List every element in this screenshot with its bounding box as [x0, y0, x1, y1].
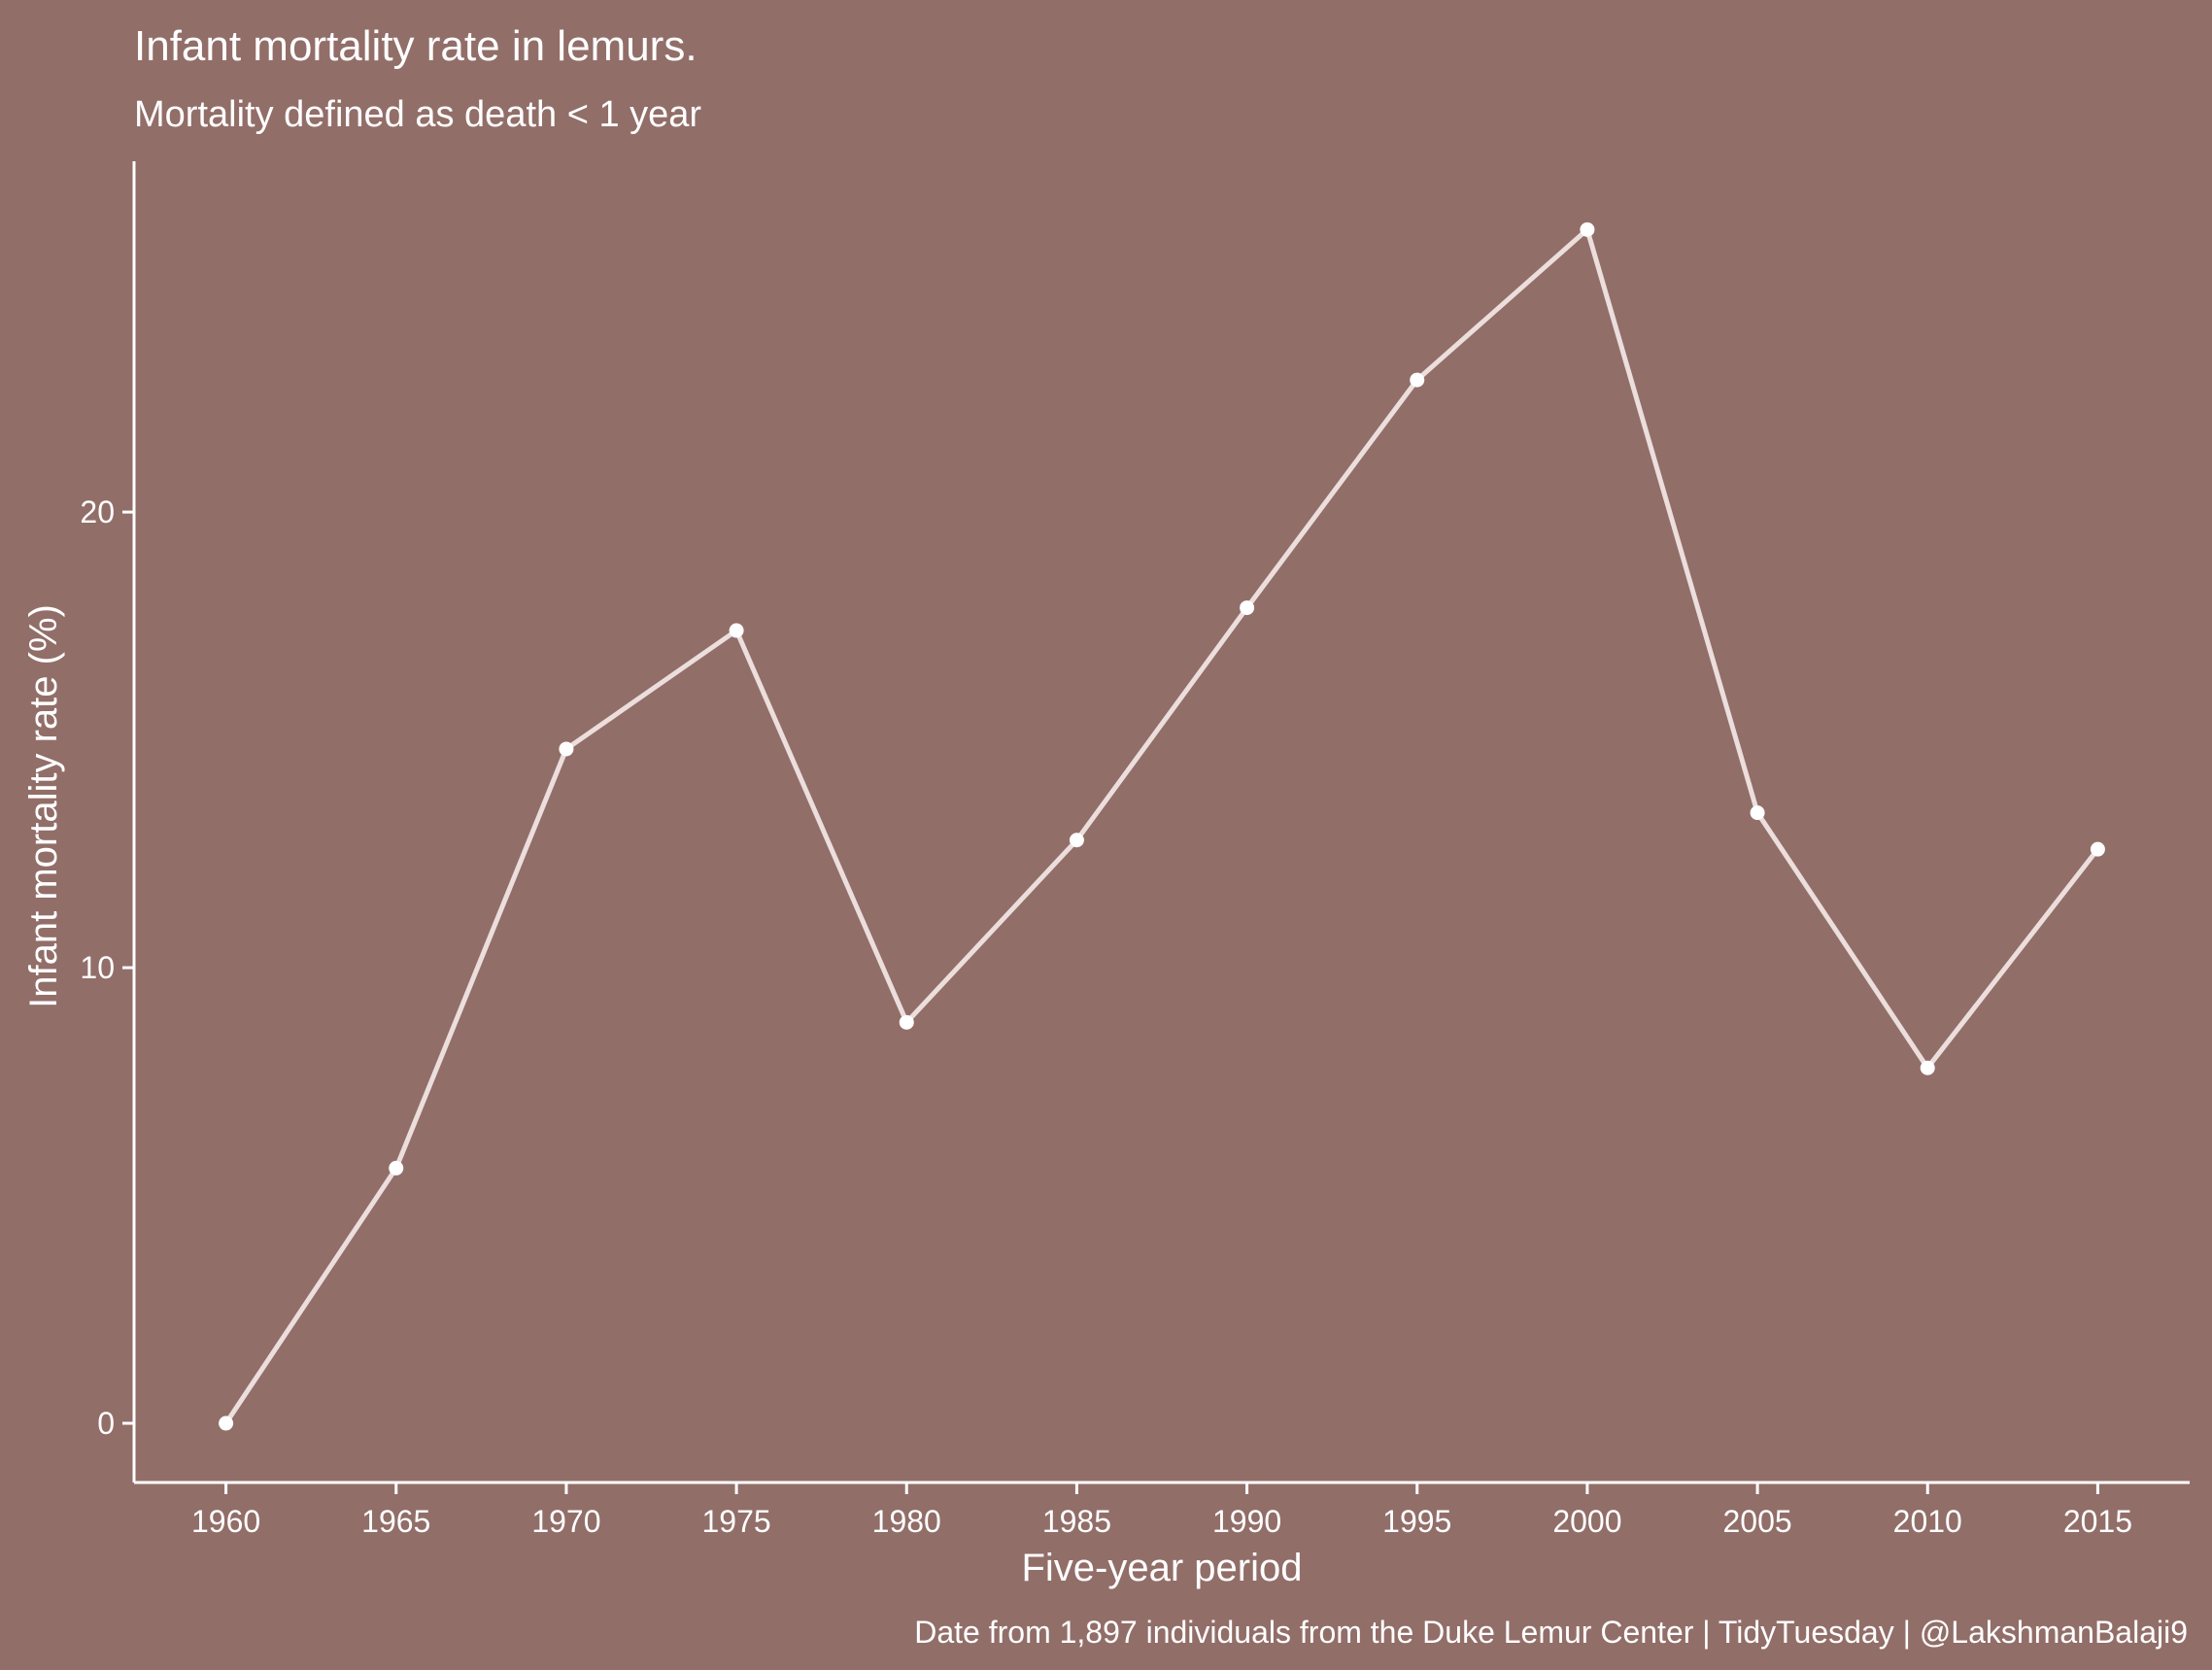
chart-title: Infant mortality rate in lemurs.: [134, 22, 698, 70]
x-tick-label: 2005: [1722, 1504, 1791, 1539]
data-point: [2090, 841, 2105, 857]
data-point: [1240, 600, 1255, 616]
series-line-path: [223, 226, 2100, 1426]
x-tick-label: 1965: [361, 1504, 430, 1539]
data-point: [389, 1160, 404, 1176]
y-axis-label: Infant mortality rate (%): [22, 604, 65, 1008]
data-point: [1410, 372, 1425, 388]
y-axis-ticks: 0 10 20: [80, 494, 134, 1441]
data-point: [1580, 222, 1595, 237]
data-point: [559, 741, 574, 757]
data-point: [1920, 1060, 1935, 1075]
data-point: [729, 623, 744, 638]
series-line: [223, 226, 2100, 1426]
axes: [132, 161, 2190, 1484]
x-tick-label: 2015: [2063, 1504, 2132, 1539]
x-axis-label: Five-year period: [1021, 1547, 1302, 1589]
x-tick-label: 1975: [701, 1504, 770, 1539]
x-tick-label: 1995: [1382, 1504, 1451, 1539]
data-point: [899, 1014, 914, 1030]
x-tick-label: 1960: [191, 1504, 260, 1539]
data-points: [219, 222, 2105, 1431]
x-tick-label: 1970: [531, 1504, 600, 1539]
data-point: [219, 1415, 234, 1431]
data-point: [1069, 833, 1084, 848]
x-tick-label: 1990: [1212, 1504, 1281, 1539]
chart-subtitle: Mortality defined as death < 1 year: [134, 94, 701, 135]
y-tick-label: 10: [80, 950, 115, 985]
x-tick-label: 2000: [1552, 1504, 1621, 1539]
x-tick-label: 1980: [872, 1504, 941, 1539]
data-point: [1750, 805, 1765, 821]
x-tick-label: 1985: [1042, 1504, 1111, 1539]
y-tick-label: 20: [80, 494, 115, 529]
x-tick-label: 2010: [1893, 1504, 1962, 1539]
y-tick-label: 0: [97, 1406, 115, 1441]
chart-caption: Date from 1,897 individuals from the Duk…: [914, 1615, 2188, 1650]
x-axis-ticks: 1960 1965 1970 1975 1980 1985 1990 1995 2000 2005…: [191, 1483, 2132, 1539]
